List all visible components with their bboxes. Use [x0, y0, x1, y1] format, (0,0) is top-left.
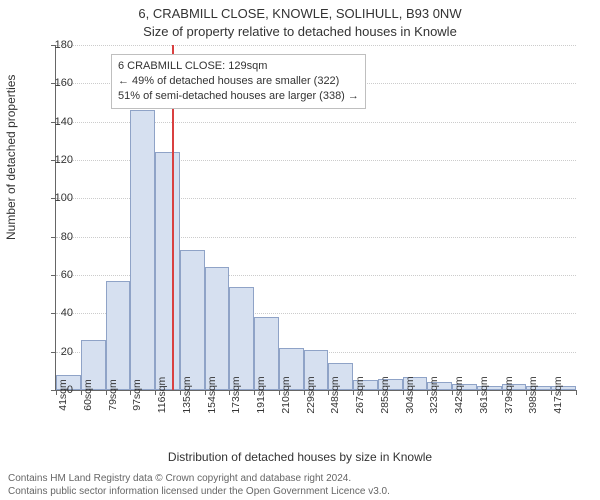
- x-tick-label: 323sqm: [428, 376, 440, 413]
- y-tick-label: 80: [43, 231, 73, 243]
- histogram-bar: [155, 152, 180, 390]
- y-axis-label: Number of detached properties: [4, 75, 18, 240]
- annotation-line-property: 6 CRABMILL CLOSE: 129sqm: [118, 59, 359, 74]
- y-tick-label: 180: [43, 39, 73, 51]
- x-tick-label: 116sqm: [156, 377, 168, 414]
- y-tick-label: 100: [43, 192, 73, 204]
- x-tick-label: 154sqm: [206, 376, 218, 413]
- histogram-bar: [106, 281, 131, 390]
- x-tick-label: 210sqm: [280, 376, 292, 413]
- x-tick-label: 417sqm: [552, 376, 564, 413]
- plot-area: 6 CRABMILL CLOSE: 129sqm ← 49% of detach…: [55, 45, 576, 391]
- chart-title-subtitle: Size of property relative to detached ho…: [0, 24, 600, 39]
- histogram-bar: [130, 110, 155, 390]
- property-annotation-box: 6 CRABMILL CLOSE: 129sqm ← 49% of detach…: [111, 54, 366, 109]
- x-tick-label: 97sqm: [131, 379, 143, 411]
- x-tick-label: 398sqm: [527, 376, 539, 413]
- x-tick-label: 60sqm: [82, 379, 94, 411]
- histogram-bar: [229, 287, 254, 391]
- x-tick-label: 248sqm: [329, 376, 341, 413]
- histogram-bar: [205, 267, 230, 390]
- footer-line2: Contains public sector information licen…: [8, 486, 588, 499]
- x-tick-label: 304sqm: [404, 376, 416, 413]
- y-tick-label: 120: [43, 154, 73, 166]
- footer-line1: Contains HM Land Registry data © Crown c…: [8, 473, 588, 486]
- y-tick-label: 140: [43, 116, 73, 128]
- y-tick-label: 20: [43, 346, 73, 358]
- attribution-footer: Contains HM Land Registry data © Crown c…: [8, 473, 588, 498]
- gridline: [56, 45, 576, 46]
- x-tick-label: 229sqm: [305, 376, 317, 413]
- y-tick-label: 160: [43, 77, 73, 89]
- x-tick-mark: [576, 390, 577, 395]
- chart-container: 6, CRABMILL CLOSE, KNOWLE, SOLIHULL, B93…: [0, 0, 600, 500]
- x-tick-label: 379sqm: [503, 376, 515, 413]
- x-tick-label: 361sqm: [478, 376, 490, 413]
- x-tick-label: 267sqm: [354, 376, 366, 413]
- x-tick-label: 342sqm: [453, 376, 465, 413]
- x-tick-label: 285sqm: [379, 376, 391, 413]
- x-tick-label: 135sqm: [181, 376, 193, 413]
- annotation-line-larger: 51% of semi-detached houses are larger (…: [118, 89, 359, 104]
- x-tick-label: 191sqm: [255, 376, 267, 413]
- x-tick-label: 41sqm: [57, 379, 69, 411]
- histogram-bar: [180, 250, 205, 390]
- x-axis-label: Distribution of detached houses by size …: [0, 450, 600, 464]
- chart-title-address: 6, CRABMILL CLOSE, KNOWLE, SOLIHULL, B93…: [0, 6, 600, 21]
- annotation-line-smaller: ← 49% of detached houses are smaller (32…: [118, 74, 359, 89]
- x-tick-label: 173sqm: [230, 376, 242, 413]
- y-tick-label: 40: [43, 307, 73, 319]
- y-tick-label: 60: [43, 269, 73, 281]
- x-tick-label: 79sqm: [107, 379, 119, 411]
